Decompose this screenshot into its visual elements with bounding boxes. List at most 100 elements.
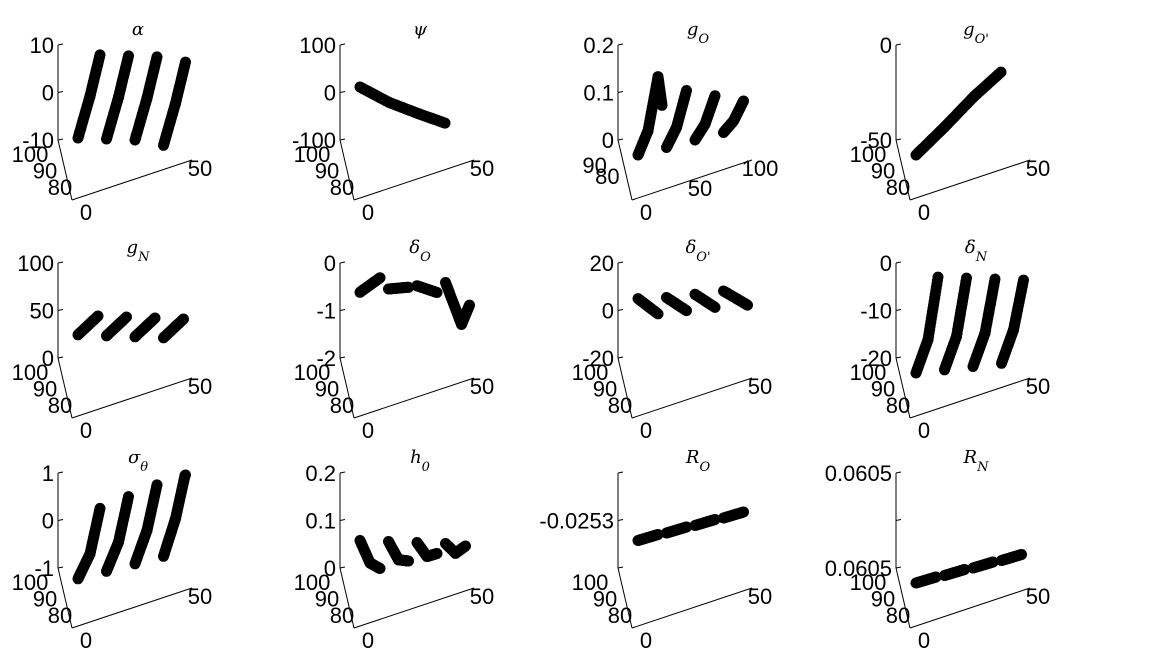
x-tick-label: 80 (330, 603, 354, 628)
z-tick-label: 0.1 (583, 81, 614, 106)
data-point (94, 49, 106, 61)
y-tick-label: 0 (80, 418, 92, 443)
y-tick-label: 0 (918, 200, 930, 225)
data-point (681, 521, 692, 533)
subplot-title: RO (685, 447, 711, 475)
z-tick-mark (57, 138, 64, 141)
x-tick-label: 100 (12, 360, 49, 385)
data-point (652, 308, 664, 320)
y-tick-label: 0 (640, 200, 652, 225)
z-tick-label: -1 (34, 556, 54, 581)
y-tick-label: 50 (1026, 584, 1050, 609)
x-tick-label: 90 (871, 377, 895, 402)
z-tick-label: 100 (299, 33, 336, 58)
x-tick-label: 100 (294, 570, 331, 595)
z-tick-mark (57, 43, 64, 46)
data-point (374, 563, 386, 574)
data-point (681, 305, 692, 317)
z-tick-mark (617, 519, 624, 521)
z-tick-mark (617, 261, 624, 264)
z-tick-mark (57, 91, 64, 93)
z-tick-label: 20 (590, 251, 614, 276)
z-tick-mark (339, 309, 346, 311)
x-axis-line (339, 567, 355, 629)
z-tick-mark (57, 471, 64, 474)
y-tick-label: 0 (640, 628, 652, 653)
y-tick-label: 0 (362, 200, 374, 225)
subplot-title: gO' (963, 19, 989, 47)
data-point (460, 540, 471, 552)
z-tick-label: 0 (880, 251, 892, 276)
z-tick-label: 0 (42, 81, 54, 106)
x-tick-label: 90 (315, 377, 339, 402)
x-axis-line (617, 567, 633, 629)
y-axis-line (353, 159, 475, 201)
x-axis-line (57, 567, 73, 629)
z-tick-mark (57, 356, 64, 359)
data-point (464, 299, 475, 311)
x-tick-label: 100 (850, 142, 887, 167)
data-point (932, 271, 944, 283)
data-point (123, 50, 134, 62)
x-axis-line (617, 139, 633, 201)
x-axis-line (57, 357, 73, 419)
data-point (178, 313, 189, 325)
subplot-title: σθ (128, 447, 148, 475)
x-tick-label: 100 (572, 360, 609, 385)
data-point (431, 548, 443, 559)
z-tick-mark (895, 356, 902, 359)
data-point (652, 529, 664, 540)
z-tick-mark (895, 43, 902, 46)
y-tick-label: 50 (1026, 156, 1050, 181)
y-tick-label: 50 (188, 374, 212, 399)
x-tick-label: 90 (33, 587, 57, 612)
z-tick-mark (895, 519, 902, 521)
y-tick-label: 0 (918, 418, 930, 443)
y-axis-line (631, 377, 753, 419)
z-tick-mark (57, 309, 64, 311)
x-tick-label: 90 (871, 587, 895, 612)
data-point (149, 312, 161, 324)
x-axis-line (895, 567, 911, 629)
data-point (656, 99, 668, 111)
z-tick-label: 0.0605 (825, 461, 892, 486)
data-point (439, 117, 451, 129)
x-tick-label: 80 (886, 175, 910, 200)
y-tick-label: 50 (748, 374, 772, 399)
y-tick-label: 0 (362, 418, 374, 443)
subplot-grid: 100-101009080500α1000-1001009080500ψ0.20… (12, 19, 1051, 653)
x-tick-label: 100 (294, 360, 331, 385)
x-axis-line (617, 357, 633, 419)
y-axis-line (909, 587, 1031, 629)
z-tick-mark (339, 138, 346, 141)
z-tick-label: 0 (602, 128, 614, 153)
x-tick-label: 80 (608, 393, 632, 418)
z-tick-label: 0 (324, 556, 336, 581)
subplot-title: gN (127, 237, 151, 265)
y-tick-label: 0 (640, 418, 652, 443)
x-tick-label: 90 (593, 587, 617, 612)
z-tick-mark (339, 356, 346, 359)
data-point (709, 301, 721, 313)
x-tick-label: 80 (608, 603, 632, 628)
y-axis-line (353, 377, 475, 419)
x-tick-label: 90 (315, 159, 339, 184)
x-tick-label: 80 (48, 175, 72, 200)
y-tick-label: 50 (188, 584, 212, 609)
z-tick-label: 100 (17, 251, 54, 276)
subplot-title: h0 (410, 447, 430, 475)
subplot-title: gO (687, 19, 710, 47)
y-axis-line (353, 587, 475, 629)
y-tick-label: 50 (748, 584, 772, 609)
x-tick-label: 100 (850, 570, 887, 595)
z-tick-mark (57, 519, 64, 521)
z-tick-mark (617, 138, 624, 141)
data-point (180, 56, 191, 68)
x-axis-line (895, 357, 911, 419)
z-tick-label: 0 (602, 299, 614, 324)
z-tick-mark (617, 309, 624, 311)
